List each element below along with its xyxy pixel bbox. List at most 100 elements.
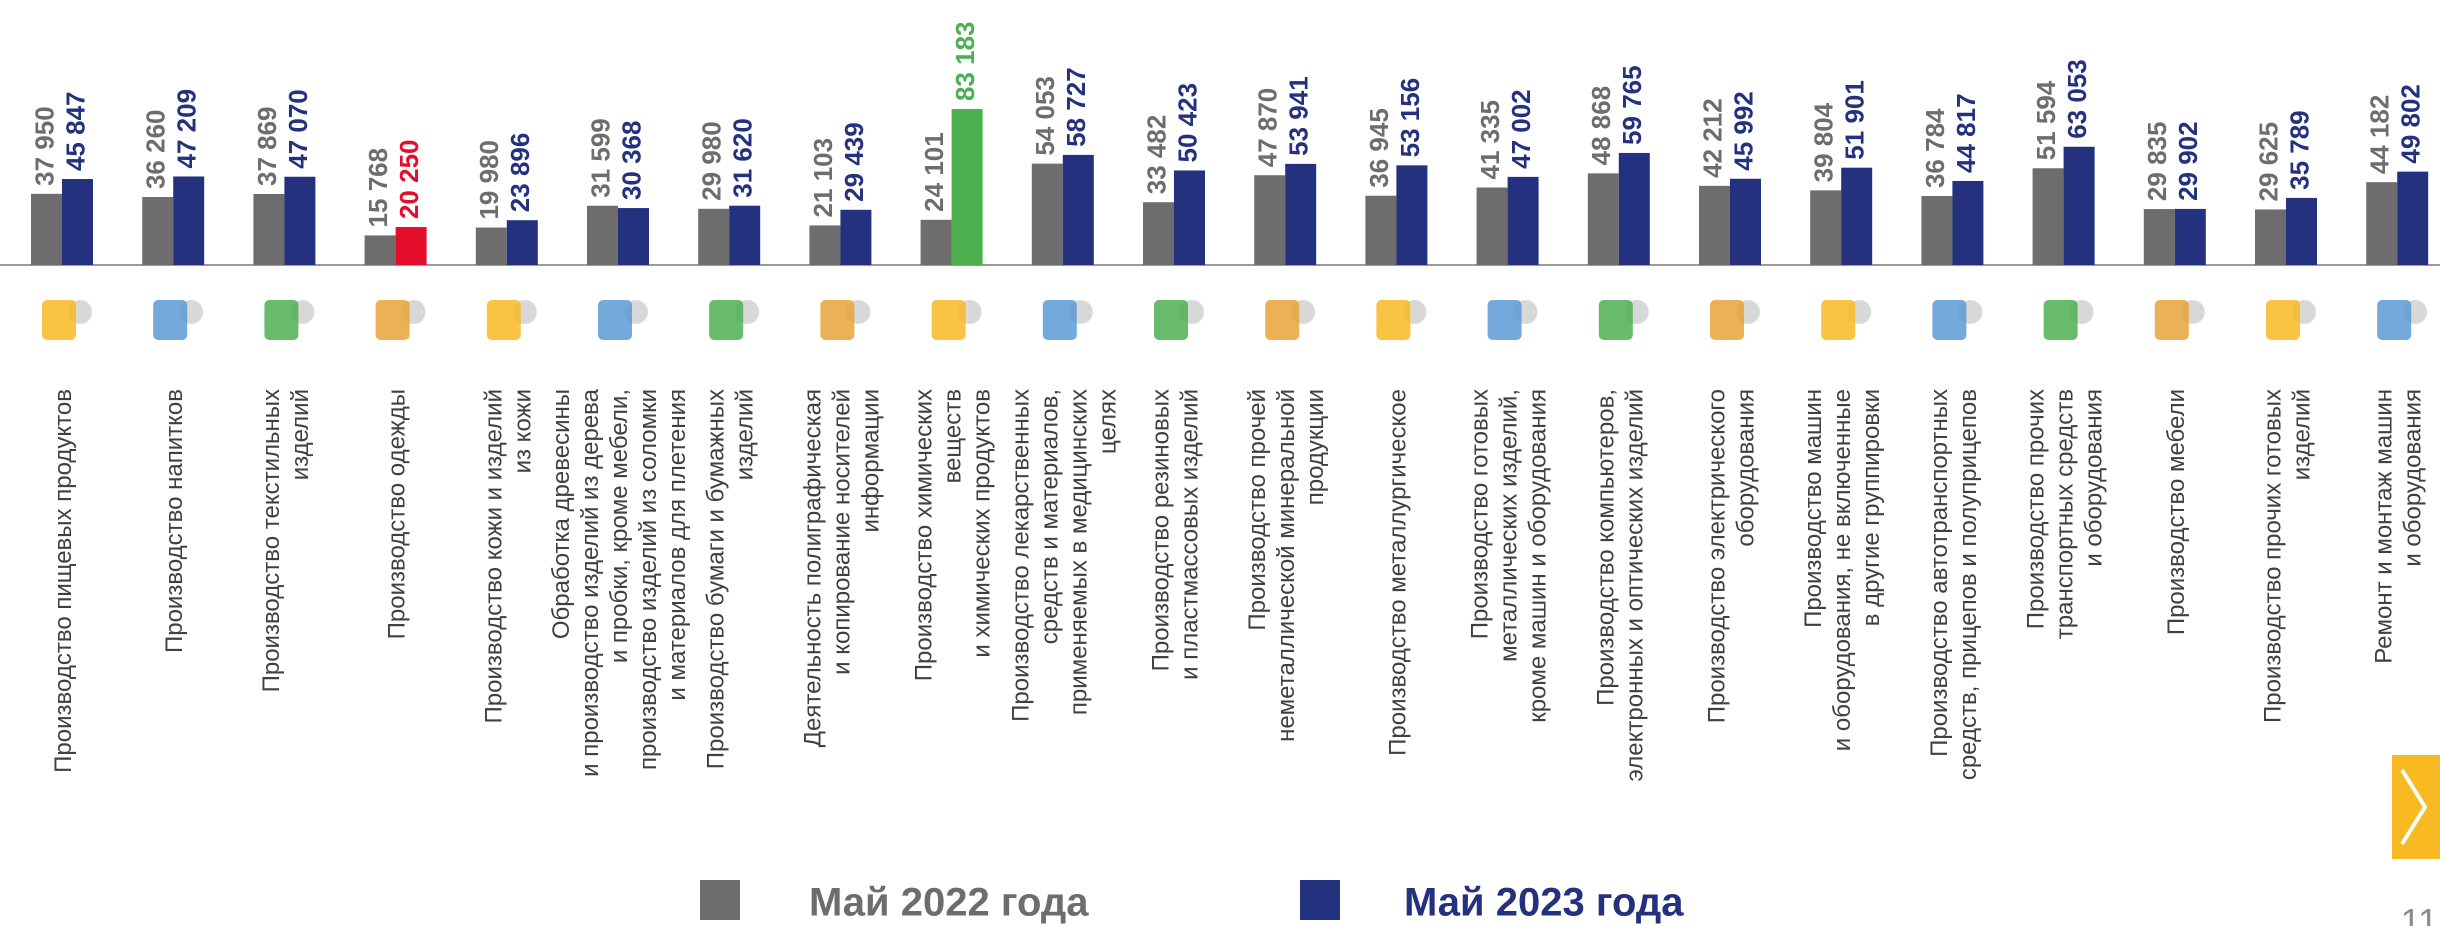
bar — [506, 220, 538, 265]
value-label: 54 053 — [1030, 76, 1060, 156]
icon — [1932, 300, 1967, 340]
bar — [618, 208, 649, 265]
bar — [809, 225, 841, 265]
next-arrow — [2400, 768, 2428, 846]
value-label: 42 212 — [1697, 98, 1727, 178]
value-label: 20 250 — [394, 140, 424, 220]
category-label: Производство металлургическое — [1384, 389, 1411, 756]
bar — [1365, 195, 1397, 265]
value-label: 23 896 — [505, 133, 535, 213]
bar — [1507, 176, 1539, 265]
value-label: 29 835 — [2142, 122, 2172, 202]
value-label: 29 902 — [2173, 121, 2203, 201]
icon — [1265, 300, 1300, 340]
value-label: 53 941 — [1284, 76, 1314, 156]
bar — [951, 109, 983, 265]
category-label: Обработка древесиныи производство издели… — [548, 388, 691, 776]
value-label: 31 599 — [585, 118, 615, 198]
bar — [173, 176, 205, 265]
bar — [395, 227, 427, 265]
value-label: 41 335 — [1475, 100, 1505, 180]
value-label: 44 182 — [2365, 95, 2395, 175]
icon — [2154, 300, 2189, 340]
category-label: Производство прочих готовыхизделий — [2260, 389, 2316, 723]
icon — [709, 300, 744, 340]
value-label: 31 620 — [728, 118, 758, 198]
bar — [1031, 163, 1063, 265]
value-label: 37 869 — [252, 106, 282, 186]
page-number: 11 — [2401, 901, 2438, 926]
category-label: Производство текстильныхизделий — [258, 389, 314, 692]
category-label: Производство напитков — [161, 389, 188, 653]
value-label: 50 423 — [1172, 83, 1202, 163]
value-label: 30 368 — [616, 121, 646, 201]
legend-swatch — [1300, 880, 1340, 920]
value-label: 29 625 — [2253, 122, 2283, 202]
bar — [1699, 185, 1730, 265]
bar — [2032, 168, 2064, 265]
bar — [1921, 196, 1953, 265]
icon — [1154, 300, 1188, 340]
value-label: 36 945 — [1364, 108, 1394, 188]
category-label: Производство автотранспортныхсредств, пр… — [1926, 389, 1982, 780]
bar — [2255, 209, 2286, 265]
bar — [1143, 202, 1174, 265]
category-label: Производство электрическогооборудования — [1704, 389, 1760, 723]
bar — [1841, 167, 1873, 265]
value-label: 51 901 — [1840, 80, 1870, 160]
bar — [364, 235, 396, 265]
category-label: Производство компьютеров,электронных и о… — [1592, 389, 1648, 781]
bar — [253, 193, 285, 265]
bar — [142, 197, 174, 265]
icon — [2377, 300, 2412, 340]
value-label: 19 980 — [474, 140, 504, 220]
icon — [264, 300, 299, 340]
bar — [1587, 173, 1619, 265]
bar — [587, 205, 618, 265]
value-label: 47 002 — [1506, 89, 1536, 169]
category-label: Производство одежды — [384, 389, 411, 639]
bar — [1618, 152, 1650, 265]
category-label: Производство резиновыхи пластмассовых из… — [1148, 389, 1204, 680]
bar — [1174, 170, 1205, 265]
bar — [2063, 146, 2095, 265]
bar — [1062, 154, 1094, 265]
bar — [698, 208, 730, 265]
value-label: 36 784 — [1920, 108, 1950, 188]
value-label: 63 053 — [2062, 59, 2092, 139]
icon — [486, 300, 521, 340]
bar — [62, 179, 93, 265]
value-label: 29 439 — [839, 122, 869, 202]
icon — [820, 300, 855, 340]
value-label: 21 103 — [808, 138, 838, 218]
bar — [920, 219, 952, 265]
value-label: 47 209 — [172, 89, 202, 169]
value-label: 36 260 — [141, 109, 171, 189]
value-label: 33 482 — [1141, 115, 1171, 195]
icon — [2266, 300, 2300, 340]
category-label: Производство мебели — [2163, 389, 2190, 635]
value-label: 45 992 — [1728, 91, 1758, 171]
value-label: 47 870 — [1253, 88, 1283, 168]
value-label: 44 817 — [1951, 93, 1981, 173]
icon — [2043, 300, 2078, 340]
category-label: Производство бумаги и бумажныхизделий — [703, 389, 759, 769]
icon — [931, 300, 966, 340]
icon — [1821, 300, 1856, 340]
value-label: 45 847 — [60, 92, 90, 172]
value-label: 58 727 — [1061, 67, 1091, 147]
icon — [1710, 300, 1744, 340]
bar — [1952, 180, 1984, 265]
icon — [1598, 300, 1633, 340]
legend-swatch — [700, 880, 740, 920]
category-label: Производство химическихвеществи химическ… — [911, 389, 996, 681]
next-button[interactable] — [2392, 755, 2440, 859]
value-label: 15 768 — [363, 148, 393, 228]
category-label: Производство машини оборудования, не вкл… — [1800, 389, 1885, 751]
bar — [1254, 175, 1286, 265]
bar — [1285, 163, 1317, 265]
bar — [840, 209, 872, 265]
bar — [2143, 209, 2175, 265]
icon — [375, 300, 410, 340]
